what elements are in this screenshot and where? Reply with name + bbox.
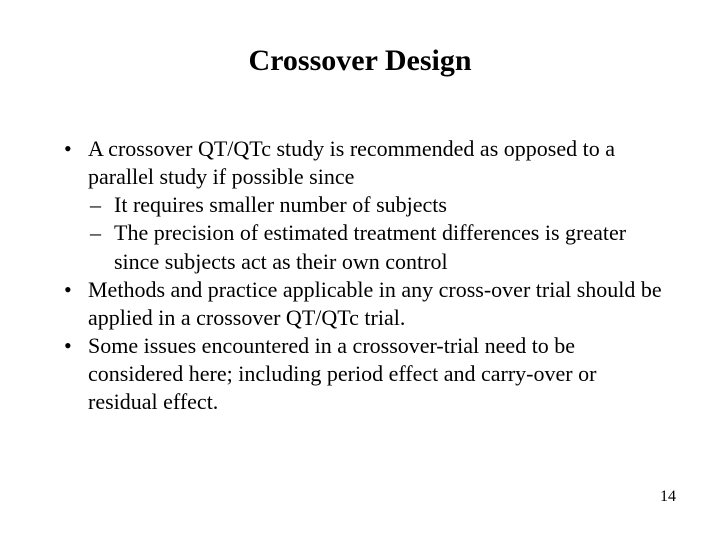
bullet-list: A crossover QT/QTc study is recommended … (62, 135, 668, 417)
list-item: It requires smaller number of subjects (88, 191, 668, 219)
list-item: The precision of estimated treatment dif… (88, 219, 668, 275)
list-item: Methods and practice applicable in any c… (62, 276, 668, 332)
page-number: 14 (660, 488, 676, 506)
slide: Crossover Design A crossover QT/QTc stud… (0, 0, 720, 540)
slide-title: Crossover Design (0, 44, 720, 78)
bullet-text: A crossover QT/QTc study is recommended … (88, 136, 615, 189)
list-item: A crossover QT/QTc study is recommended … (62, 135, 668, 276)
bullet-text: It requires smaller number of subjects (114, 192, 447, 217)
bullet-text: The precision of estimated treatment dif… (114, 220, 626, 273)
sub-bullet-list: It requires smaller number of subjects T… (88, 191, 668, 275)
bullet-text: Some issues encountered in a crossover-t… (88, 333, 596, 414)
bullet-text: Methods and practice applicable in any c… (88, 277, 662, 330)
slide-body: A crossover QT/QTc study is recommended … (62, 135, 668, 417)
list-item: Some issues encountered in a crossover-t… (62, 332, 668, 416)
